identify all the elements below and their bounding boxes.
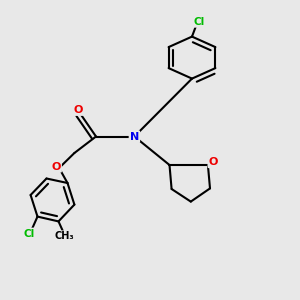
Text: Cl: Cl — [194, 16, 205, 27]
Text: O: O — [73, 105, 82, 115]
Text: CH₃: CH₃ — [54, 231, 74, 242]
Text: N: N — [130, 131, 139, 142]
Text: O: O — [208, 157, 218, 167]
Text: O: O — [51, 161, 61, 172]
Text: Cl: Cl — [23, 229, 35, 239]
